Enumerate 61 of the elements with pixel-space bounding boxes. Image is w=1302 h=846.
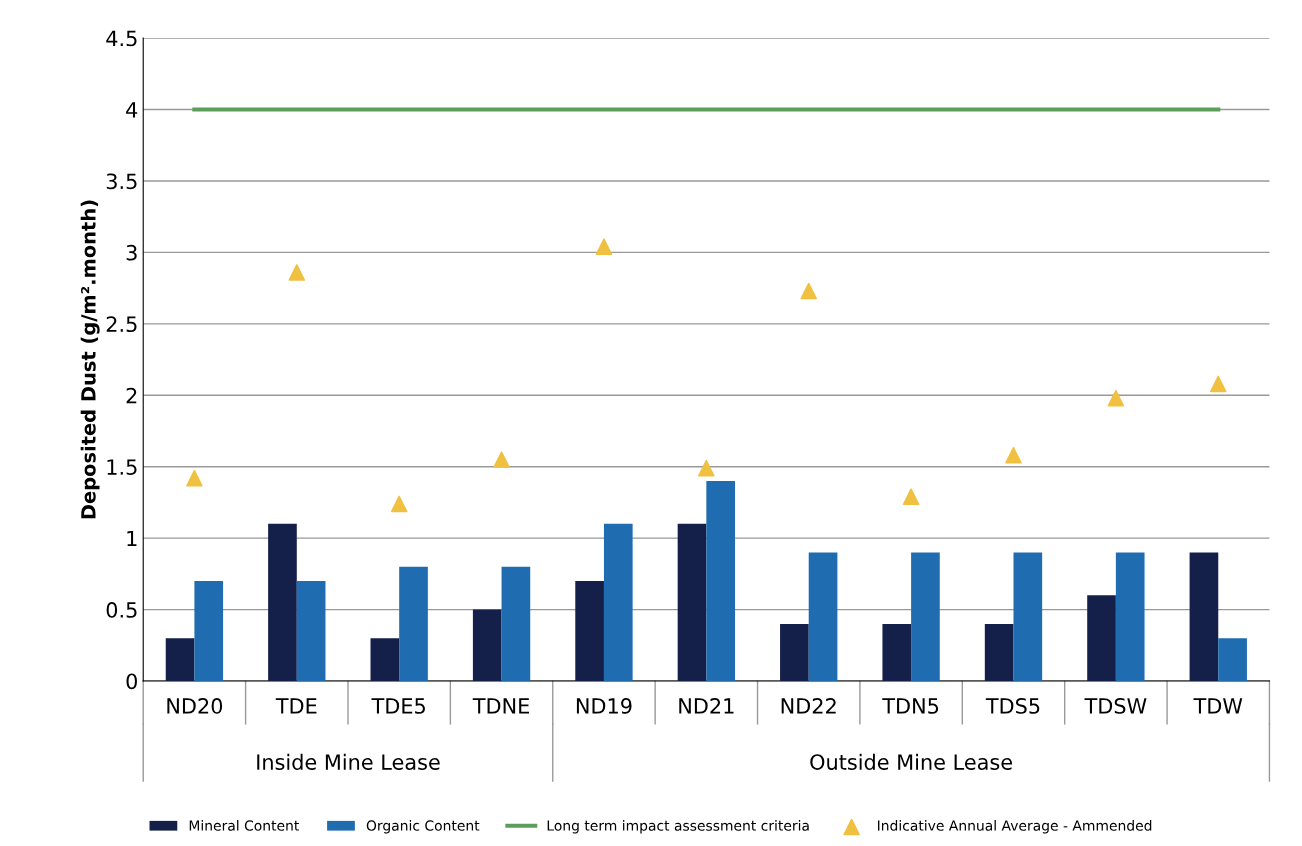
y-tick-label: 4 bbox=[126, 102, 138, 118]
y-tick-label: 1 bbox=[127, 530, 137, 547]
bar bbox=[1189, 552, 1219, 682]
x-tick-label: TDSW bbox=[1084, 698, 1147, 714]
bar bbox=[677, 523, 707, 682]
x-tick-label: TDNE bbox=[472, 698, 529, 714]
point bbox=[800, 282, 818, 300]
point bbox=[1107, 389, 1125, 407]
x-tick-label: ND19 bbox=[576, 698, 632, 714]
legend-label: Long term impact assessment criteria bbox=[547, 820, 809, 834]
x-tick-label: TDW bbox=[1193, 698, 1243, 714]
legend-label: Organic Content bbox=[366, 820, 480, 834]
y-tick-label: 3 bbox=[126, 244, 137, 261]
x-tick-label: ND22 bbox=[781, 698, 836, 714]
bar bbox=[1013, 552, 1043, 682]
y-tick-label: 2 bbox=[126, 387, 137, 404]
bar bbox=[984, 623, 1014, 682]
x-tick-label: TDE bbox=[275, 698, 317, 714]
y-tick-label: 4.5 bbox=[106, 30, 137, 47]
x-tick-label: ND20 bbox=[167, 698, 223, 714]
y-tick-label: 0.5 bbox=[106, 602, 137, 618]
point bbox=[390, 495, 408, 513]
point bbox=[493, 451, 510, 468]
bar bbox=[780, 623, 809, 682]
point bbox=[1005, 446, 1022, 464]
y-axis-title: Deposited Dust (g/m².month) bbox=[80, 200, 100, 519]
bar bbox=[706, 481, 735, 682]
bar bbox=[399, 566, 428, 682]
x-tick-label: ND21 bbox=[679, 698, 734, 714]
bar bbox=[808, 552, 838, 682]
legend-label: Indicative Annual Average - Ammended bbox=[878, 820, 1152, 834]
bar bbox=[501, 566, 531, 682]
y-tick-label: 0 bbox=[126, 673, 137, 690]
legend-label: Mineral Content bbox=[189, 820, 299, 831]
point bbox=[186, 469, 203, 487]
point bbox=[698, 459, 715, 477]
point bbox=[1209, 375, 1227, 393]
bar bbox=[370, 638, 400, 682]
point bbox=[595, 238, 613, 255]
bar bbox=[472, 609, 502, 682]
bar bbox=[603, 523, 633, 682]
x-tick-label: TDS5 bbox=[985, 698, 1040, 714]
bar bbox=[575, 581, 604, 682]
bar bbox=[194, 581, 224, 682]
y-tick-label: 3.5 bbox=[106, 173, 137, 190]
bar bbox=[1218, 638, 1247, 682]
bar bbox=[911, 552, 940, 682]
bar bbox=[165, 638, 195, 682]
text: Outside Mine Lease bbox=[810, 753, 1012, 770]
point bbox=[288, 264, 306, 281]
bar bbox=[296, 581, 326, 682]
point bbox=[902, 488, 920, 506]
bar bbox=[268, 523, 297, 682]
y-tick-label: 2.5 bbox=[106, 316, 137, 333]
y-tick-label: 1.5 bbox=[107, 459, 137, 475]
text: Inside Mine Lease bbox=[257, 753, 440, 770]
x-tick-label: TDN5 bbox=[882, 698, 939, 714]
bar bbox=[1087, 595, 1116, 682]
bar bbox=[1115, 552, 1145, 682]
x-tick-label: TDE5 bbox=[371, 698, 425, 714]
bar bbox=[882, 623, 912, 682]
